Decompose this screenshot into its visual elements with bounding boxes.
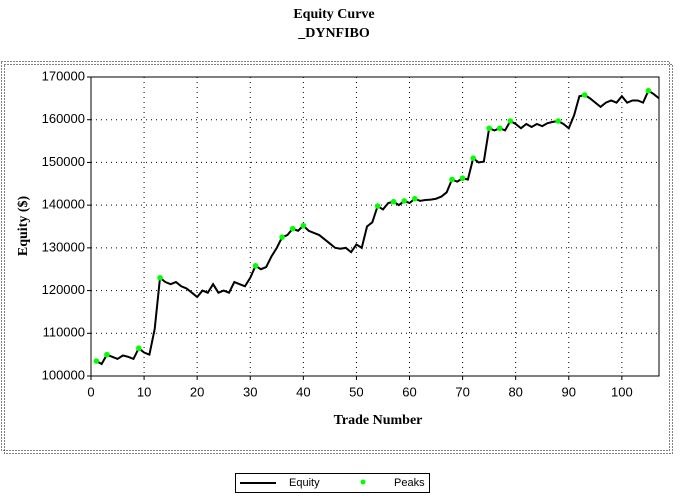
peak-point <box>401 198 407 204</box>
peak-point <box>459 175 466 182</box>
y-tick-label: 130000 <box>42 239 85 254</box>
x-tick-label: 20 <box>190 384 204 399</box>
peak-point <box>390 198 397 205</box>
peak-point <box>93 358 100 364</box>
y-tick-label: 160000 <box>42 111 85 126</box>
y-tick-label: 100000 <box>42 367 85 382</box>
x-tick-label: 10 <box>137 384 151 399</box>
legend-marker <box>360 479 366 485</box>
legend-label: Equity <box>289 477 320 489</box>
peak-point <box>104 351 110 358</box>
peak-point <box>157 274 163 281</box>
x-tick-label: 70 <box>455 384 469 399</box>
peak-point <box>496 125 503 132</box>
peak-point <box>470 155 477 161</box>
peak-point <box>279 234 285 240</box>
x-tick-label: 30 <box>243 384 257 399</box>
peak-point <box>555 118 561 124</box>
x-tick-label: 60 <box>402 384 416 399</box>
peak-point <box>486 125 492 132</box>
peak-point <box>449 176 455 183</box>
y-tick-label: 140000 <box>42 197 85 212</box>
peak-point <box>252 262 259 269</box>
peak-point <box>645 87 652 94</box>
y-tick-label: 170000 <box>42 68 85 83</box>
equity-line <box>95 89 660 366</box>
chart-subtitle: _DYNFIBO <box>297 26 370 41</box>
x-tick-label: 0 <box>87 384 94 399</box>
y-tick-label: 120000 <box>42 282 85 297</box>
legend-box <box>235 473 430 493</box>
y-axis-title: Equity ($) <box>16 196 31 257</box>
peak-point <box>507 118 514 124</box>
x-tick-label: 40 <box>296 384 310 399</box>
x-tick-label: 90 <box>562 384 576 399</box>
peak-point <box>289 225 296 232</box>
x-tick-label: 50 <box>349 384 363 399</box>
chart-title: Equity Curve <box>293 7 374 22</box>
legend-label: Peaks <box>394 477 425 489</box>
peak-point <box>581 92 588 98</box>
x-tick-label: 80 <box>508 384 522 399</box>
y-tick-label: 110000 <box>43 325 85 340</box>
y-tick-label: 150000 <box>42 154 85 169</box>
x-axis-title: Trade Number <box>334 413 423 428</box>
chart-frame <box>1 61 670 451</box>
peak-point <box>412 195 418 202</box>
plot-area <box>90 76 660 377</box>
peak-point <box>300 222 307 229</box>
legend: Equity Peaks <box>235 473 430 493</box>
peak-point <box>374 203 381 209</box>
peak-point <box>135 345 142 352</box>
chart-frame-shadow <box>4 64 673 454</box>
x-tick-label: 100 <box>611 384 633 399</box>
